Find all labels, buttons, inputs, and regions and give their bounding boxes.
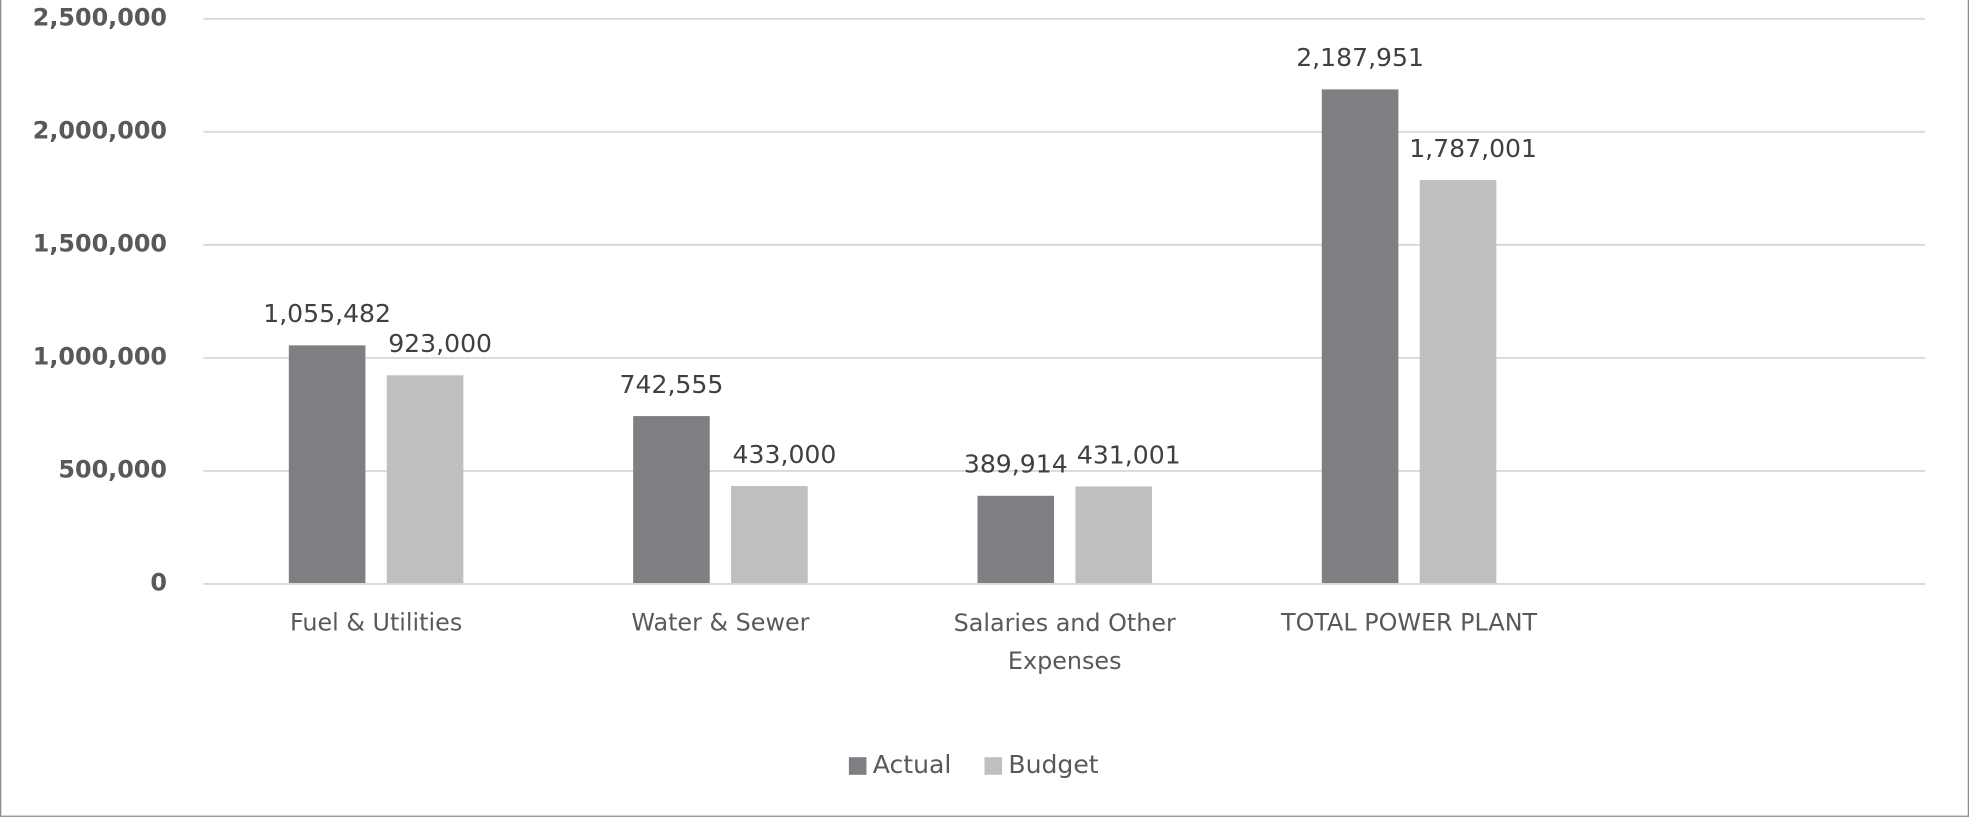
bar xyxy=(1321,89,1399,584)
legend-swatch xyxy=(984,757,1003,775)
bar xyxy=(288,345,366,584)
data-label: 1,787,001 xyxy=(1409,134,1537,163)
x-tick-label: Fuel & Utilities xyxy=(290,609,462,637)
bar xyxy=(977,495,1055,584)
bar xyxy=(633,416,710,584)
y-tick-label: 2,000,000 xyxy=(33,116,167,144)
x-tick-label: TOTAL POWER PLANT xyxy=(1280,609,1538,637)
bar xyxy=(386,375,464,584)
legend-label: Actual xyxy=(873,750,952,779)
data-label: 431,001 xyxy=(1077,440,1181,469)
y-tick-label: 500,000 xyxy=(58,455,167,483)
y-tick-label: 1,000,000 xyxy=(33,342,167,370)
data-label: 2,187,951 xyxy=(1296,43,1424,72)
data-label: 742,555 xyxy=(620,370,724,399)
data-label: 389,914 xyxy=(964,450,1068,479)
y-tick-label: 1,500,000 xyxy=(33,229,167,257)
legend-swatch xyxy=(848,757,867,775)
data-label: 923,000 xyxy=(388,329,492,358)
y-tick-label: 0 xyxy=(150,568,167,596)
y-tick-label: 2,500,000 xyxy=(33,3,167,31)
bar xyxy=(731,486,808,584)
bar xyxy=(1419,180,1497,584)
data-label: 1,055,482 xyxy=(263,299,391,328)
bar xyxy=(1075,486,1153,584)
x-tick-label: Salaries and Other Expenses xyxy=(954,609,1176,675)
legend-label: Budget xyxy=(1008,750,1098,779)
x-tick-label: Water & Sewer xyxy=(631,609,809,637)
data-label: 433,000 xyxy=(733,440,837,469)
